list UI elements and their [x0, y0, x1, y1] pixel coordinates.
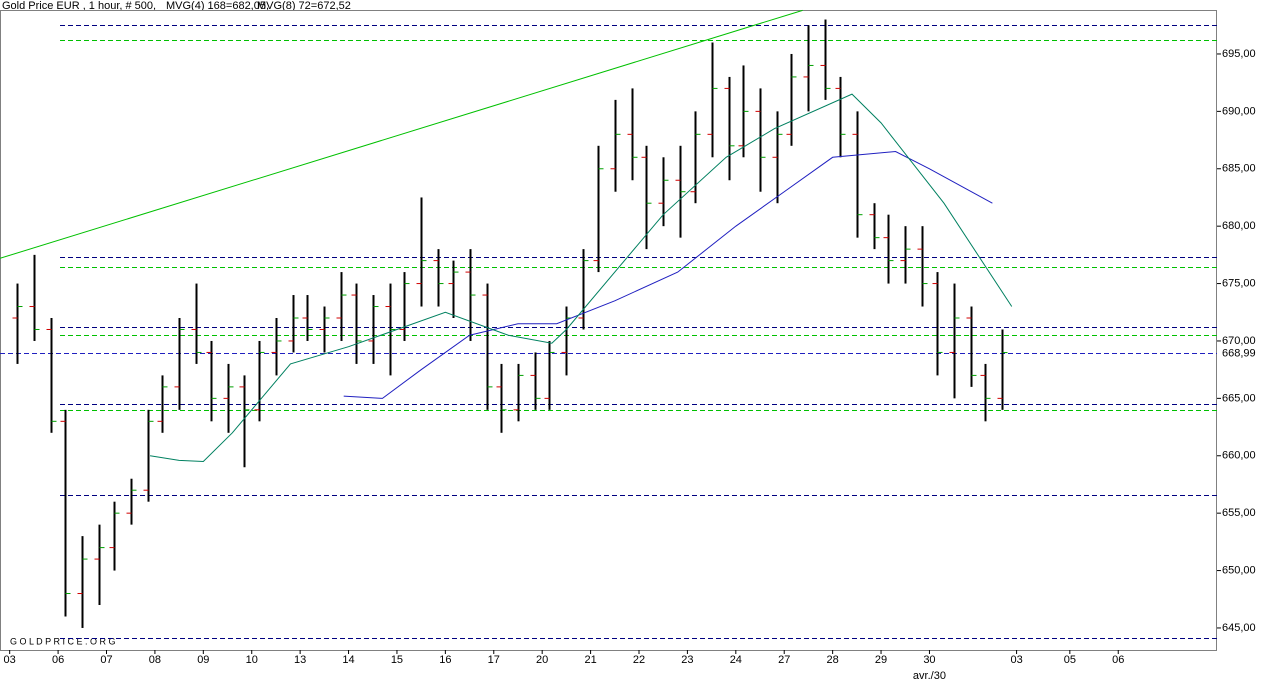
y-tick-label: 680,00 — [1222, 220, 1256, 232]
x-tick-label: 09 — [197, 654, 209, 666]
legend-entry: MVG(8) 72=672,52 — [257, 0, 351, 12]
y-tick-label: 685,00 — [1222, 163, 1256, 175]
x-tick-label: 24 — [730, 654, 742, 666]
y-tick-label: 645,00 — [1222, 622, 1256, 634]
moving-average — [343, 151, 993, 399]
legend-entry: MVG(4) 168=682,05, — [166, 0, 269, 12]
trendline — [0, 9, 803, 259]
x-tick-label: 28 — [827, 654, 839, 666]
x-tick-label: 17 — [488, 654, 500, 666]
x-axis-label: avr./30 — [913, 670, 946, 682]
x-tick-label: 21 — [584, 654, 596, 666]
last-price-label: 668,99 — [1222, 347, 1256, 359]
x-tick-label: 05 — [1064, 654, 1076, 666]
y-tick-label: 665,00 — [1222, 392, 1256, 404]
x-tick-label: 15 — [391, 654, 403, 666]
x-tick-label: 27 — [778, 654, 790, 666]
x-tick-label: 14 — [342, 654, 354, 666]
x-tick-label: 06 — [1112, 654, 1124, 666]
x-tick-label: 03 — [4, 654, 16, 666]
y-tick-label: 670,00 — [1222, 335, 1256, 347]
x-tick-label: 13 — [294, 654, 306, 666]
x-tick-label: 20 — [536, 654, 548, 666]
chart-title: Gold Price EUR , 1 hour, # 500, — [2, 0, 156, 12]
y-tick-label: 650,00 — [1222, 564, 1256, 576]
x-tick-label: 03 — [1010, 654, 1022, 666]
y-tick-label: 695,00 — [1222, 48, 1256, 60]
x-tick-label: 22 — [633, 654, 645, 666]
y-tick-label: 660,00 — [1222, 450, 1256, 462]
watermark: G O L D P R I C E . O R G — [10, 636, 116, 646]
x-tick-label: 29 — [875, 654, 887, 666]
x-tick-label: 30 — [923, 654, 935, 666]
x-tick-label: 23 — [681, 654, 693, 666]
y-tick-label: 690,00 — [1222, 105, 1256, 117]
x-tick-label: 08 — [149, 654, 161, 666]
plot-area — [0, 10, 1217, 651]
x-tick-label: 10 — [246, 654, 258, 666]
y-tick-label: 675,00 — [1222, 277, 1256, 289]
x-tick-label: 07 — [100, 654, 112, 666]
x-tick-label: 06 — [52, 654, 64, 666]
x-tick-label: 16 — [439, 654, 451, 666]
moving-average — [149, 93, 1013, 463]
y-tick-label: 655,00 — [1222, 507, 1256, 519]
